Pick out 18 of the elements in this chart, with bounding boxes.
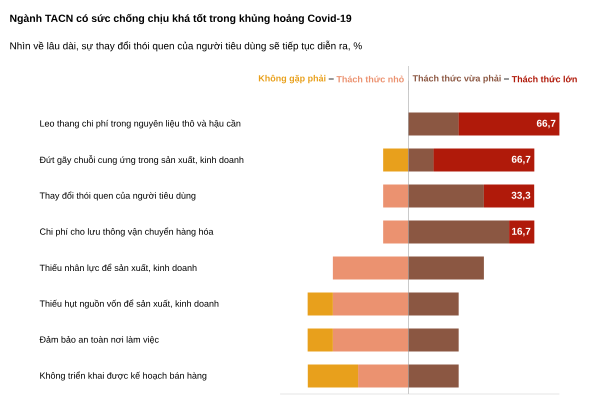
y-tick-label: Đứt gãy chuỗi cung ứng trong sản xuất, kinh doanh [40,155,244,165]
text: Ngành TACN có sức chống chịu khá tốt trong khủng hoảng Covid-19 [10,14,352,24]
y-tick-label: Đảm bảo an toàn nơi làm việc [40,336,159,344]
text: Nhìn về lâu dài, sự thay đổi thói quen của người tiêu dùng sẽ tiếp tục diễn ra, % [10,40,362,52]
text: Thách thức vừa phải [412,74,501,84]
text: Thách thức lớn [512,76,577,82]
y-tick-label: Thiếu nhân lực để sản xuất, kinh doanh [40,264,196,272]
y-tick-label: Thiếu hụt nguồn vốn để sản xuất, kinh doanh [40,299,218,309]
data-label: 33,3 [512,192,530,200]
y-tick-label: Không triển khai được kế hoạch bán hàng [40,371,206,381]
data-label: 66,7 [536,120,556,128]
y-tick-label: Chi phí cho lưu thông vận chuyển hàng hóa [40,227,214,237]
text: Thách thức nhỏ [336,76,404,82]
data-label: 16,7 [512,228,530,236]
y-tick-label: Thay đổi thói quen của người tiêu dùng [40,191,196,201]
data-label: 66,7 [512,156,530,164]
y-tick-label: Leo thang chi phí trong nguyên liệu thô và hậu cần [40,120,240,128]
text: Không gặp phải [258,74,326,84]
